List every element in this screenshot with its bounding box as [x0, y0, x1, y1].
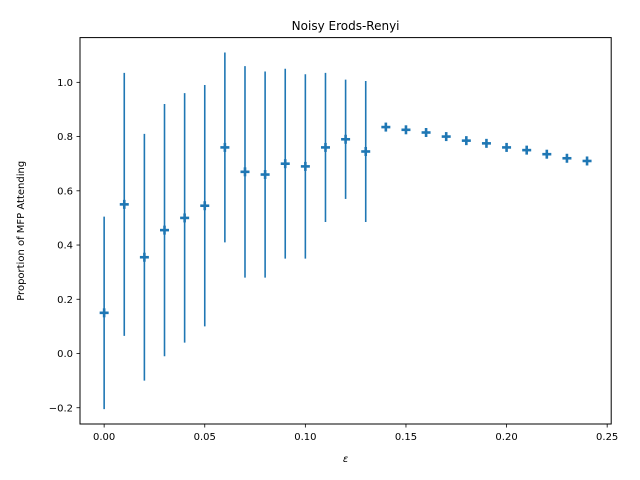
x-tick-label: 0.10	[294, 432, 316, 443]
data-point	[320, 142, 330, 152]
y-tick-label: 0.8	[57, 132, 73, 143]
data-point	[421, 128, 431, 138]
data-point	[99, 308, 109, 318]
data-point	[200, 201, 210, 211]
axes-frame	[79, 37, 612, 425]
y-axis-label: Proportion of MFP Attending	[16, 161, 27, 301]
data-point	[180, 213, 190, 223]
data-markers	[99, 122, 592, 318]
data-point	[160, 225, 170, 235]
x-axis-label: ε	[343, 454, 349, 465]
data-point	[220, 142, 230, 152]
x-tick-label: 0.25	[596, 432, 618, 443]
data-point	[139, 252, 149, 262]
data-point	[401, 125, 411, 135]
data-point	[502, 142, 512, 152]
plot-area: 0.00 0.05 0.10 0.15 0.20 0.25 −0.2 0.0 0.2 0.4 0.…	[49, 37, 618, 443]
data-point	[461, 136, 471, 146]
data-point	[522, 145, 532, 155]
data-point	[361, 146, 371, 156]
data-point	[562, 153, 572, 163]
y-axis: −0.2 0.0 0.2 0.4 0.6 0.8 1.0	[49, 78, 80, 414]
data-point	[119, 199, 129, 209]
chart-title: Noisy Erods-Renyi	[292, 19, 400, 33]
data-point	[542, 149, 552, 159]
y-tick-label: −0.2	[49, 403, 73, 414]
x-tick-label: 0.05	[194, 432, 216, 443]
x-tick-label: 0.20	[495, 432, 517, 443]
error-bars	[103, 52, 367, 410]
data-point	[280, 159, 290, 169]
y-tick-label: 0.4	[57, 241, 73, 252]
x-tick-label: 0.00	[93, 432, 115, 443]
data-point	[341, 134, 351, 144]
data-point	[381, 122, 391, 132]
data-point	[260, 170, 270, 180]
y-tick-label: 1.0	[57, 78, 73, 89]
y-tick-label: 0.6	[57, 186, 73, 197]
x-tick-label: 0.15	[395, 432, 417, 443]
data-point	[481, 138, 491, 148]
data-point	[441, 132, 451, 142]
data-point	[582, 156, 592, 166]
data-point	[300, 161, 310, 171]
y-tick-label: 0.2	[57, 295, 73, 306]
x-axis: 0.00 0.05 0.10 0.15 0.20 0.25	[93, 424, 618, 443]
data-point	[240, 167, 250, 177]
y-tick-label: 0.0	[57, 349, 73, 360]
